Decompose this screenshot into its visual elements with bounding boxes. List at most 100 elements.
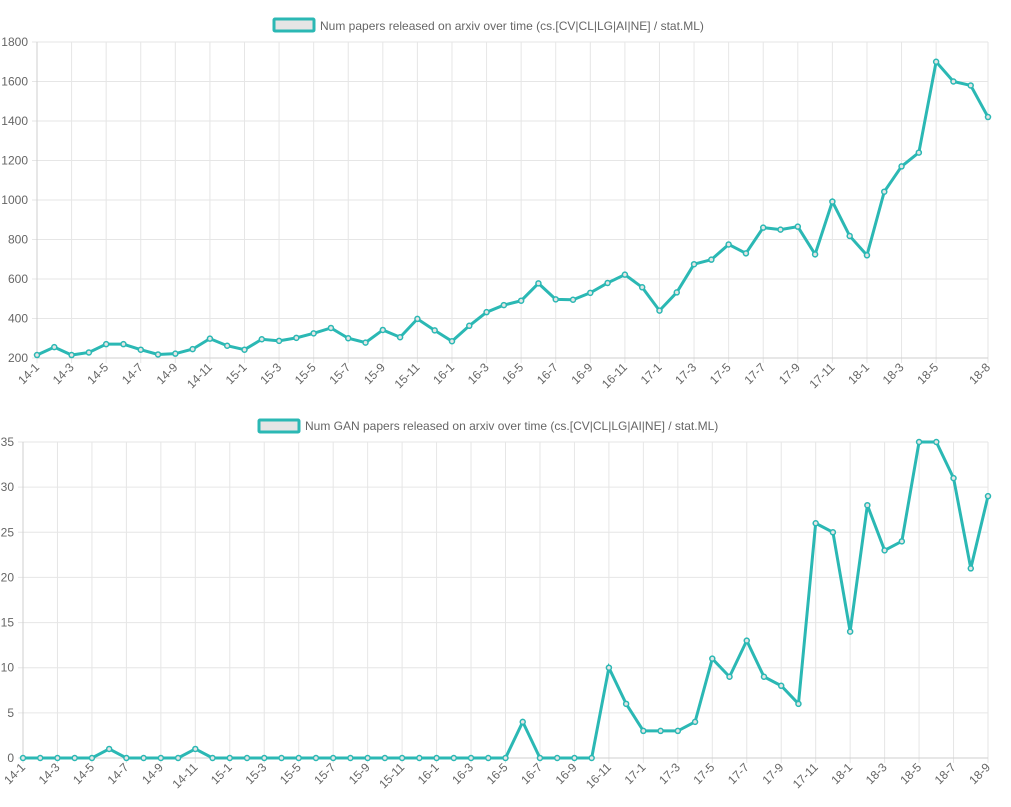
data-point[interactable] [915,149,923,156]
data-point[interactable] [278,754,285,762]
data-point[interactable] [571,754,578,762]
data-point[interactable] [777,226,784,233]
data-point[interactable] [725,241,732,248]
data-point[interactable] [189,345,196,353]
data-point[interactable] [587,289,594,297]
data-point[interactable] [553,754,561,762]
data-point[interactable] [243,754,251,762]
data-point[interactable] [154,351,162,358]
data-point[interactable] [398,754,406,762]
data-point[interactable] [638,284,646,291]
data-point[interactable] [293,334,300,342]
data-point[interactable] [622,700,630,708]
data-point[interactable] [811,251,819,258]
data-point[interactable] [102,340,110,348]
data-point[interactable] [569,296,577,303]
data-point[interactable] [933,438,940,446]
data-point[interactable] [760,673,768,680]
data-point[interactable] [71,754,78,762]
data-point[interactable] [157,754,165,762]
data-point[interactable] [241,346,248,353]
data-point[interactable] [396,334,404,341]
data-point[interactable] [536,754,544,762]
data-point[interactable] [915,438,923,446]
data-point[interactable] [85,349,93,356]
data-point[interactable] [68,351,75,359]
data-point[interactable] [51,343,58,351]
data-point[interactable] [535,280,542,287]
data-point[interactable] [673,289,681,296]
data-point[interactable] [36,754,44,762]
data-point[interactable] [846,628,854,635]
data-point[interactable] [295,754,302,762]
data-point[interactable] [517,297,525,304]
data-point[interactable] [950,474,957,482]
data-point[interactable] [640,727,647,735]
data-point[interactable] [206,335,214,342]
data-point[interactable] [467,754,475,762]
data-point[interactable] [656,307,663,314]
data-point[interactable] [485,754,492,762]
data-point[interactable] [137,346,144,353]
data-point[interactable] [172,350,179,357]
data-point[interactable] [932,58,940,65]
data-point[interactable] [310,330,317,337]
data-point[interactable] [742,250,750,257]
data-point[interactable] [777,682,785,690]
data-point[interactable] [708,256,715,263]
data-point[interactable] [226,754,234,762]
data-point[interactable] [431,327,438,334]
data-point[interactable] [759,224,767,231]
data-point[interactable] [379,326,387,334]
data-point[interactable] [275,337,283,345]
data-point[interactable] [967,565,975,572]
data-point[interactable] [674,727,682,735]
data-point[interactable] [258,335,266,343]
data-point[interactable] [192,745,199,753]
data-point[interactable] [812,520,819,527]
data-point[interactable] [950,78,957,85]
data-point[interactable] [381,754,389,762]
data-point[interactable] [863,252,871,259]
data-point[interactable] [123,754,130,762]
data-point[interactable] [605,664,613,671]
data-point[interactable] [726,673,733,680]
data-point[interactable] [500,301,508,309]
data-point[interactable] [466,322,473,330]
data-point[interactable] [984,113,992,121]
data-point[interactable] [223,342,231,350]
data-point[interactable] [690,260,698,268]
data-point[interactable] [604,279,611,287]
data-point[interactable] [312,754,320,762]
data-point[interactable] [174,754,182,762]
data-point[interactable] [362,339,369,346]
data-point[interactable] [120,340,127,348]
data-point[interactable] [209,754,216,762]
data-point[interactable] [414,315,421,323]
legend-label[interactable]: Num GAN papers released on arxiv over ti… [305,419,718,433]
data-point[interactable] [794,223,802,230]
legend-label[interactable]: Num papers released on arxiv over time (… [320,19,704,33]
data-point[interactable] [621,271,629,278]
data-point[interactable] [364,754,371,762]
data-point[interactable] [88,754,96,762]
data-point[interactable] [502,754,509,762]
data-point[interactable] [743,637,750,644]
data-point[interactable] [483,308,490,316]
data-point[interactable] [864,501,871,509]
data-point[interactable] [54,754,61,762]
data-point[interactable] [329,754,337,762]
data-point[interactable] [327,324,335,332]
data-point[interactable] [898,538,906,545]
data-point[interactable] [829,529,837,536]
legend-swatch[interactable] [257,418,301,434]
data-point[interactable] [881,188,888,195]
data-point[interactable] [347,754,354,762]
data-point[interactable] [140,754,147,762]
data-point[interactable] [416,754,423,762]
data-point[interactable] [829,198,836,205]
data-point[interactable] [433,754,440,762]
data-point[interactable] [881,547,888,554]
data-point[interactable] [709,655,716,662]
data-point[interactable] [691,718,699,726]
